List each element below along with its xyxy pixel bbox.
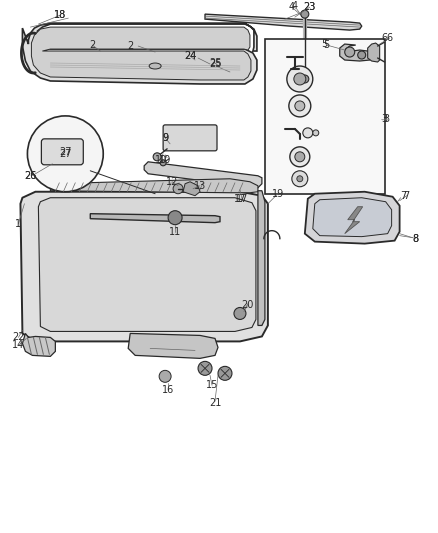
Text: 26: 26 bbox=[24, 171, 37, 181]
Text: 2: 2 bbox=[127, 41, 133, 51]
Text: 10: 10 bbox=[159, 155, 171, 165]
Circle shape bbox=[292, 171, 308, 187]
Text: 19: 19 bbox=[272, 189, 284, 199]
Text: 24: 24 bbox=[184, 51, 196, 61]
Text: 27: 27 bbox=[59, 147, 71, 157]
FancyBboxPatch shape bbox=[163, 125, 217, 151]
Text: 9: 9 bbox=[162, 133, 168, 143]
Text: 14: 14 bbox=[12, 341, 25, 350]
Polygon shape bbox=[258, 191, 265, 326]
Text: 12: 12 bbox=[166, 177, 178, 187]
Polygon shape bbox=[39, 198, 256, 332]
Circle shape bbox=[28, 116, 103, 192]
Circle shape bbox=[173, 184, 183, 193]
Text: 23: 23 bbox=[304, 2, 316, 12]
Text: 1: 1 bbox=[15, 219, 21, 229]
Circle shape bbox=[218, 366, 232, 381]
Ellipse shape bbox=[149, 63, 161, 69]
Text: 8: 8 bbox=[413, 233, 419, 244]
Polygon shape bbox=[32, 27, 251, 80]
Text: 25: 25 bbox=[209, 58, 221, 68]
Circle shape bbox=[234, 308, 246, 319]
Polygon shape bbox=[128, 334, 218, 358]
Text: 4: 4 bbox=[289, 2, 295, 12]
Text: 7: 7 bbox=[400, 191, 407, 201]
Circle shape bbox=[295, 152, 305, 162]
Polygon shape bbox=[205, 14, 362, 30]
Text: 27: 27 bbox=[59, 149, 71, 159]
Polygon shape bbox=[367, 43, 380, 62]
Polygon shape bbox=[21, 192, 268, 342]
Text: 17: 17 bbox=[234, 193, 246, 204]
Text: 11: 11 bbox=[169, 227, 181, 237]
Text: 13: 13 bbox=[194, 181, 206, 191]
Circle shape bbox=[303, 128, 313, 138]
Text: 2: 2 bbox=[89, 40, 95, 50]
Text: 25: 25 bbox=[209, 59, 221, 69]
Text: 3: 3 bbox=[384, 114, 390, 124]
Circle shape bbox=[295, 101, 305, 111]
Text: 5: 5 bbox=[321, 39, 328, 49]
Circle shape bbox=[301, 75, 309, 83]
Polygon shape bbox=[22, 334, 55, 357]
Polygon shape bbox=[340, 44, 372, 61]
Polygon shape bbox=[90, 214, 220, 223]
Text: 26: 26 bbox=[24, 171, 37, 181]
Circle shape bbox=[345, 47, 355, 57]
Polygon shape bbox=[183, 182, 200, 196]
Text: 8: 8 bbox=[413, 233, 419, 244]
Text: 21: 21 bbox=[209, 398, 221, 408]
Circle shape bbox=[297, 176, 303, 182]
Circle shape bbox=[290, 147, 310, 167]
Text: 15: 15 bbox=[206, 381, 218, 390]
Bar bbox=[265, 39, 385, 193]
Circle shape bbox=[168, 211, 182, 225]
Text: 18: 18 bbox=[54, 10, 67, 20]
Polygon shape bbox=[313, 198, 392, 237]
Circle shape bbox=[294, 73, 306, 85]
FancyBboxPatch shape bbox=[41, 139, 83, 165]
Text: 9: 9 bbox=[162, 133, 168, 143]
Text: 24: 24 bbox=[184, 51, 196, 61]
Text: 3: 3 bbox=[381, 114, 388, 124]
Text: 16: 16 bbox=[162, 385, 174, 395]
Text: 4: 4 bbox=[292, 1, 298, 11]
Text: 7: 7 bbox=[403, 191, 410, 201]
Polygon shape bbox=[144, 162, 262, 188]
Text: 20: 20 bbox=[242, 301, 254, 311]
Text: 5: 5 bbox=[324, 40, 330, 50]
Text: 23: 23 bbox=[304, 2, 316, 12]
Circle shape bbox=[159, 370, 171, 382]
Circle shape bbox=[198, 361, 212, 375]
Circle shape bbox=[358, 51, 366, 59]
Polygon shape bbox=[305, 192, 399, 244]
Text: 6: 6 bbox=[387, 33, 393, 43]
Circle shape bbox=[287, 66, 313, 92]
Circle shape bbox=[301, 10, 309, 18]
Text: 6: 6 bbox=[381, 33, 388, 43]
Circle shape bbox=[313, 130, 319, 136]
Circle shape bbox=[160, 160, 166, 166]
Polygon shape bbox=[22, 23, 257, 84]
Text: 18: 18 bbox=[54, 10, 67, 20]
Circle shape bbox=[289, 95, 311, 117]
Polygon shape bbox=[345, 207, 363, 233]
Circle shape bbox=[153, 153, 161, 161]
Text: 10: 10 bbox=[155, 155, 167, 165]
Polygon shape bbox=[50, 179, 258, 193]
Text: 17: 17 bbox=[236, 193, 248, 204]
Text: 22: 22 bbox=[12, 333, 25, 342]
